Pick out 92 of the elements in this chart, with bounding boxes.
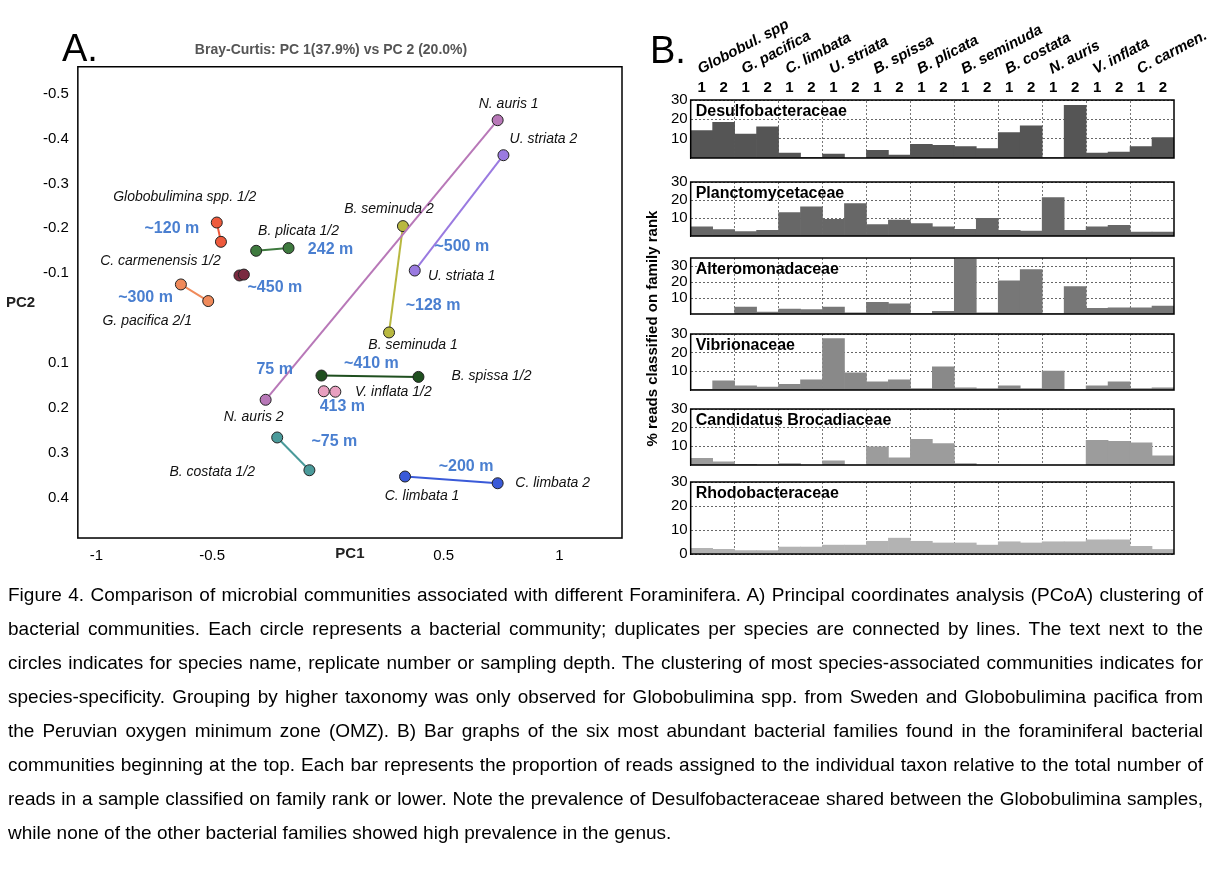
y-tick-label: 0.1 bbox=[47, 353, 69, 371]
caption: Figure 4. Comparison of microbial communities associated with different Foraminifera. A) Principal coordinates analysis (PCoA) clustering of bacterial communities. Each circle represents a bacterial community; duplicates per species are connected by lines. The text next to the circles indicates for species name, replicate number or sampling depth. The clustering of most species-associated communities indicates for species-specificity. Grouping by higher taxonomy was only observed for Globobulimina spp. from Sweden and Globobulimina pacifica from the Peruvian oxygen minimum zone (OMZ). B) Bar graphs of the six most abundant bacterial families found in the foraminiferal bacterial communities beginning at the top. Each bar represents the proportion of reads assigned to the individual taxon relative to the total number of reads in a sample classified on family rank or lower. Note the prevalence of Desulfobacteraceae shared between the Globobulimina samples, while none of the other bacterial families showed high prevalence in the genus. bbox=[8, 583, 1203, 845]
y-tick-label: -0.4 bbox=[42, 128, 69, 146]
annotation: U. striata 1 bbox=[427, 267, 496, 284]
y-tick-label: -0.2 bbox=[42, 218, 69, 236]
annotation: 75 m bbox=[256, 360, 293, 378]
chart-title: Candidatus Brocadiaceae bbox=[695, 411, 892, 429]
x-tick-label: 1 bbox=[1005, 78, 1014, 96]
chart-title: Rhodobacteraceae bbox=[695, 484, 839, 502]
x-tick-label: 2 bbox=[1070, 78, 1080, 96]
annotation: ~500 m bbox=[434, 236, 490, 254]
x-tick-label: 2 bbox=[1158, 78, 1168, 96]
annotation: N. auris 1 bbox=[478, 95, 539, 112]
x-tick-label: 2 bbox=[719, 78, 728, 96]
y-tick-label: 30 bbox=[671, 256, 688, 274]
y-axis-title: PC2 bbox=[6, 292, 36, 310]
y-tick-label: 30 bbox=[671, 324, 688, 342]
x-tick-label: -0.5 bbox=[199, 546, 226, 564]
y-tick-label: 20 bbox=[671, 190, 688, 208]
annotation: 413 m bbox=[319, 397, 366, 415]
y-tick-label: 10 bbox=[671, 128, 688, 146]
y-tick-label: -0.1 bbox=[42, 263, 69, 281]
x-tick-label: 2 bbox=[763, 78, 772, 96]
y-tick-label: -0.3 bbox=[42, 173, 69, 191]
y-tick-label: 20 bbox=[671, 342, 688, 360]
annotation: C. limbata 1 bbox=[384, 487, 460, 504]
y-tick-label: 10 bbox=[671, 520, 688, 538]
x-tick-label: 1 bbox=[741, 78, 750, 96]
y-tick-label: 10 bbox=[671, 361, 688, 379]
annotation: ~450 m bbox=[247, 277, 303, 295]
annotation: 242 m bbox=[307, 239, 354, 257]
annotation: Globobulimina spp. 1/2 bbox=[113, 188, 257, 205]
x-tick-label: -1 bbox=[89, 546, 104, 564]
annotation: C. limbata 2 bbox=[515, 474, 591, 491]
y-tick-label: 0.4 bbox=[47, 487, 69, 505]
y-tick-label: 10 bbox=[671, 288, 688, 306]
annotation: N. auris 2 bbox=[223, 407, 284, 424]
y-tick-label: 30 bbox=[671, 472, 688, 490]
x-tick-label: 2 bbox=[807, 78, 816, 96]
y-tick-label: 20 bbox=[671, 272, 688, 290]
annotation: ~75 m bbox=[311, 432, 358, 450]
annotation: B. spissa 1/2 bbox=[451, 366, 532, 383]
x-tick-label: 2 bbox=[1027, 78, 1036, 96]
annotation: ~120 m bbox=[144, 218, 200, 236]
y-tick-label: 10 bbox=[671, 436, 688, 454]
annotation: G. pacifica 2/1 bbox=[102, 311, 192, 328]
x-tick-label: 1 bbox=[697, 78, 706, 96]
y-tick-label: 30 bbox=[671, 90, 688, 108]
x-tick-label: 1 bbox=[917, 78, 926, 96]
y-tick-label: 0.2 bbox=[47, 398, 69, 415]
chart-title: Desulfobacteraceae bbox=[695, 102, 847, 120]
annotation: ~128 m bbox=[405, 295, 461, 313]
annotation: U. striata 2 bbox=[509, 130, 578, 147]
y-tick-label: 10 bbox=[671, 208, 688, 226]
x-tick-label: 1 bbox=[1092, 78, 1102, 96]
annotation: V. inflata 1/2 bbox=[354, 382, 432, 399]
y-tick-label: 20 bbox=[671, 496, 688, 514]
x-axis-title: PC1 bbox=[335, 543, 365, 561]
annotation: B. costata 1/2 bbox=[169, 463, 256, 480]
annotation: ~300 m bbox=[118, 288, 173, 306]
annotation: B. seminuda 1 bbox=[368, 336, 458, 353]
annotation: ~200 m bbox=[438, 456, 494, 474]
chart-title: Planctomycetaceae bbox=[695, 184, 845, 202]
y-tick-label: 20 bbox=[671, 109, 688, 127]
x-tick-label: 2 bbox=[851, 78, 860, 96]
y-tick-label: 0.3 bbox=[47, 442, 69, 460]
annotation: B. plicata 1/2 bbox=[258, 221, 340, 238]
x-tick-label: 1 bbox=[1136, 78, 1146, 96]
x-tick-label: 0.5 bbox=[433, 546, 455, 564]
annotation: B. seminuda 2 bbox=[344, 200, 434, 216]
annotation: C. carmenensis 1/2 bbox=[100, 252, 221, 269]
y-tick-label: 0 bbox=[679, 544, 688, 562]
chart-title: Vibrionaceae bbox=[695, 336, 796, 354]
x-tick-label: 2 bbox=[939, 78, 948, 96]
x-tick-label: 2 bbox=[983, 78, 992, 96]
y-tick-label: 30 bbox=[671, 399, 688, 417]
chart-title: Alteromonadaceae bbox=[695, 260, 839, 278]
x-tick-label: 2 bbox=[1114, 78, 1124, 96]
x-tick-label: 1 bbox=[829, 78, 838, 96]
x-tick-label: 1 bbox=[785, 78, 794, 96]
x-tick-label: 2 bbox=[895, 78, 904, 96]
x-tick-label: 1 bbox=[873, 78, 882, 96]
x-tick-label: 1 bbox=[1049, 78, 1058, 96]
x-tick-label: 1 bbox=[961, 78, 970, 96]
annotation: ~410 m bbox=[344, 353, 399, 371]
chart-title: Bray-Curtis: PC 1(37.9%) vs PC 2 (20.0%) bbox=[194, 41, 468, 58]
x-tick-label: 1 bbox=[555, 546, 564, 564]
y-tick-label: 20 bbox=[671, 417, 688, 435]
y-axis-title: % reads classified on family rank bbox=[642, 209, 660, 449]
annotation: A. bbox=[62, 27, 98, 69]
y-tick-label: 30 bbox=[671, 172, 688, 190]
text: B. bbox=[650, 29, 686, 71]
